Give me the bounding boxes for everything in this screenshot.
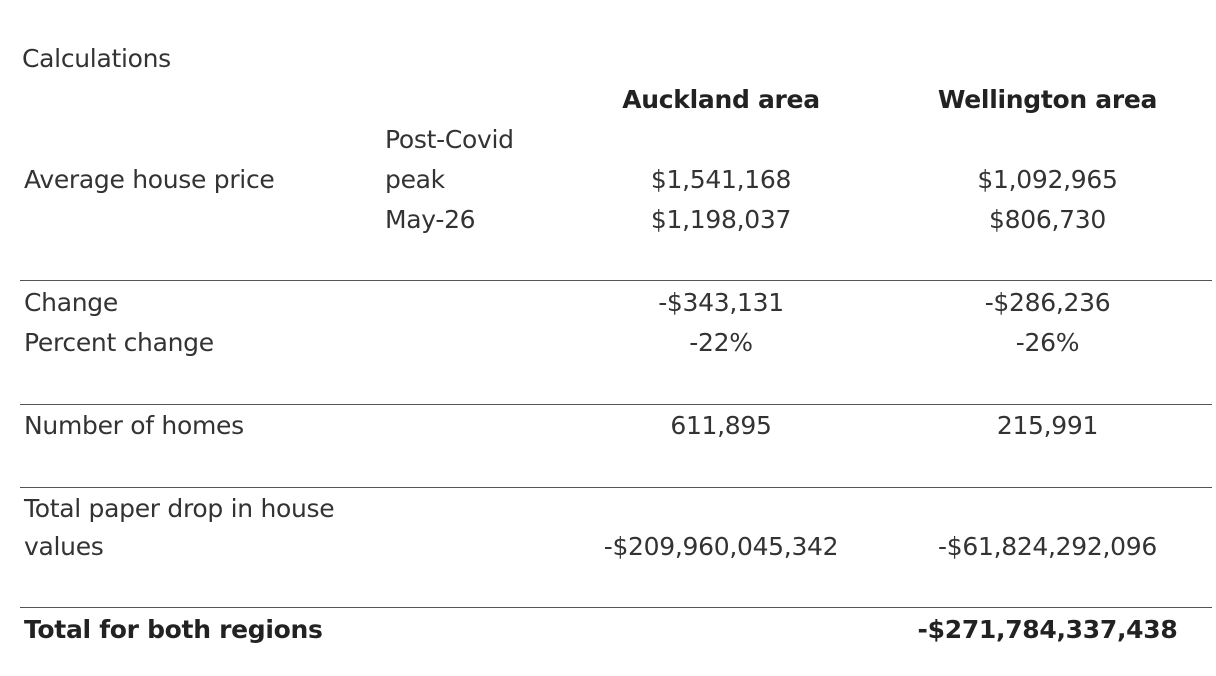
row-label-total-both-regions: Total for both regions bbox=[24, 615, 323, 644]
auckland-change: -$343,131 bbox=[658, 288, 784, 317]
wellington-change: -$286,236 bbox=[984, 288, 1111, 317]
auckland-number-of-homes: 611,895 bbox=[670, 411, 772, 440]
auckland-percent-change: -22% bbox=[689, 328, 753, 357]
row-label-number-of-homes: Number of homes bbox=[24, 411, 244, 440]
auckland-peak-price: $1,541,168 bbox=[650, 165, 792, 194]
row-label-paper-drop-line2: values bbox=[24, 532, 104, 561]
divider-rule bbox=[20, 404, 1212, 405]
wellington-number-of-homes: 215,991 bbox=[996, 411, 1099, 440]
period-label-peak: peak bbox=[385, 165, 445, 194]
total-both-regions-value: -$271,784,337,438 bbox=[917, 615, 1178, 644]
wellington-peak-price: $1,092,965 bbox=[977, 165, 1118, 194]
wellington-may-26-price: $806,730 bbox=[989, 205, 1106, 234]
column-header-auckland: Auckland area bbox=[622, 85, 820, 114]
row-label-average-house-price: Average house price bbox=[24, 165, 275, 194]
column-header-wellington: Wellington area bbox=[937, 85, 1158, 114]
auckland-may-26-price: $1,198,037 bbox=[650, 205, 792, 234]
wellington-percent-change: -26% bbox=[1015, 328, 1080, 357]
row-label-change: Change bbox=[24, 288, 118, 317]
page-title: Calculations bbox=[22, 44, 171, 73]
wellington-paper-drop: -$61,824,292,096 bbox=[938, 532, 1157, 561]
period-label-post-covid: Post-Covid bbox=[385, 125, 514, 154]
period-label-may-26: May-26 bbox=[385, 205, 476, 234]
auckland-paper-drop: -$209,960,045,342 bbox=[603, 532, 839, 561]
divider-rule bbox=[20, 280, 1212, 281]
row-label-percent-change: Percent change bbox=[24, 328, 214, 357]
row-label-paper-drop-line1: Total paper drop in house bbox=[24, 494, 335, 523]
divider-rule bbox=[20, 607, 1212, 608]
divider-rule bbox=[20, 487, 1212, 488]
